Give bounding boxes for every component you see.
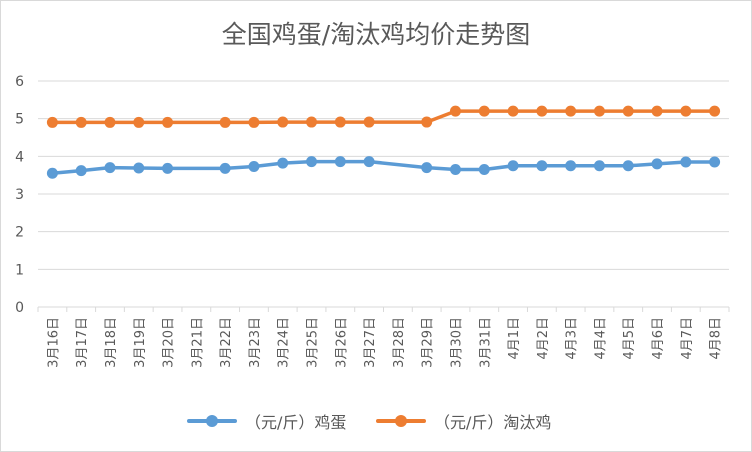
data-point bbox=[104, 162, 116, 174]
data-point bbox=[478, 164, 490, 176]
data-point bbox=[46, 116, 58, 128]
data-point bbox=[709, 105, 721, 117]
x-tick-label: 4月8日 bbox=[709, 317, 724, 360]
data-point bbox=[219, 162, 231, 174]
data-point bbox=[651, 105, 663, 117]
series-line bbox=[50, 109, 717, 125]
x-tick-label: 3月30日 bbox=[449, 317, 464, 368]
legend-marker bbox=[395, 415, 407, 427]
y-tick-label: 4 bbox=[15, 149, 24, 165]
data-point bbox=[46, 167, 58, 179]
y-tick-label: 1 bbox=[15, 262, 24, 278]
data-point bbox=[162, 116, 174, 128]
data-point bbox=[680, 156, 692, 168]
legend-label: （元/斤）鸡蛋 bbox=[245, 413, 347, 432]
data-point bbox=[593, 160, 605, 172]
data-point bbox=[622, 160, 634, 172]
legend-item: （元/斤）鸡蛋 bbox=[187, 409, 346, 433]
x-tick-label: 4月1日 bbox=[507, 317, 522, 360]
x-tick-label: 3月21日 bbox=[190, 317, 205, 368]
data-point bbox=[277, 157, 289, 169]
x-tick-label: 3月24日 bbox=[277, 317, 292, 368]
data-point bbox=[306, 116, 318, 128]
x-tick-label: 3月29日 bbox=[421, 317, 436, 368]
x-tick-label: 3月17日 bbox=[75, 317, 90, 368]
y-tick-label: 6 bbox=[15, 74, 24, 90]
data-point bbox=[709, 156, 721, 168]
x-tick-label: 4月6日 bbox=[651, 317, 666, 360]
x-tick-label: 4月5日 bbox=[622, 317, 637, 360]
x-tick-label: 3月23日 bbox=[248, 317, 263, 368]
chart-title: 全国鸡蛋/淘汰鸡均价走势图 bbox=[221, 20, 531, 49]
legend-label: （元/斤）淘汰鸡 bbox=[434, 413, 552, 432]
x-tick-label: 3月18日 bbox=[104, 317, 119, 368]
data-point bbox=[421, 116, 433, 128]
data-point bbox=[104, 116, 116, 128]
x-tick-label: 3月25日 bbox=[306, 317, 321, 368]
legend-marker bbox=[206, 415, 218, 427]
data-point bbox=[277, 116, 289, 128]
chart-plot: 0 1 2 3 4 5 6 3月16日 3月17日 3月18日 3月19日 3月20日 3月21日 3月2… bbox=[15, 74, 730, 368]
data-point bbox=[536, 160, 548, 172]
legend-swatch bbox=[187, 409, 237, 433]
x-tick-label: 3月28日 bbox=[392, 317, 407, 368]
y-tick-label: 2 bbox=[15, 225, 24, 241]
x-tick-label: 3月19日 bbox=[133, 317, 148, 368]
y-tick-label: 3 bbox=[15, 187, 24, 203]
data-point bbox=[133, 162, 145, 174]
x-tick-label: 3月27日 bbox=[363, 317, 378, 368]
data-point bbox=[593, 105, 605, 117]
legend-item: （元/斤）淘汰鸡 bbox=[376, 409, 551, 433]
y-tick-label: 0 bbox=[15, 300, 24, 316]
data-point bbox=[565, 105, 577, 117]
data-point bbox=[75, 165, 87, 177]
x-tick-label: 3月20日 bbox=[162, 317, 177, 368]
x-tick-label: 4月2日 bbox=[536, 317, 551, 360]
data-point bbox=[133, 116, 145, 128]
data-point bbox=[363, 156, 375, 168]
x-tick-label: 4月4日 bbox=[593, 317, 608, 360]
x-tick-label: 4月3日 bbox=[565, 317, 580, 360]
series-line bbox=[50, 159, 717, 176]
x-tick-label: 3月26日 bbox=[334, 317, 349, 368]
data-point bbox=[421, 162, 433, 174]
data-point bbox=[334, 116, 346, 128]
data-point bbox=[449, 105, 461, 117]
x-tick-label: 3月31日 bbox=[478, 317, 493, 368]
data-point bbox=[162, 162, 174, 174]
data-point bbox=[306, 156, 318, 168]
legend-swatch bbox=[376, 409, 426, 433]
data-point bbox=[651, 158, 663, 170]
data-point bbox=[565, 160, 577, 172]
data-point bbox=[478, 105, 490, 117]
y-tick-label: 5 bbox=[15, 112, 24, 128]
data-point bbox=[75, 116, 87, 128]
x-tick-label: 4月7日 bbox=[680, 317, 695, 360]
data-point bbox=[622, 105, 634, 117]
data-point bbox=[449, 164, 461, 176]
data-point bbox=[248, 161, 260, 173]
chart-legend: （元/斤）鸡蛋 （元/斤）淘汰鸡 bbox=[1, 409, 751, 433]
data-point bbox=[507, 105, 519, 117]
data-point bbox=[507, 160, 519, 172]
data-point bbox=[219, 116, 231, 128]
data-point bbox=[680, 105, 692, 117]
data-point bbox=[248, 116, 260, 128]
x-tick-label: 3月22日 bbox=[219, 317, 234, 368]
data-point bbox=[536, 105, 548, 117]
x-tick-label: 3月16日 bbox=[46, 317, 61, 368]
data-point bbox=[334, 156, 346, 168]
data-point bbox=[363, 116, 375, 128]
